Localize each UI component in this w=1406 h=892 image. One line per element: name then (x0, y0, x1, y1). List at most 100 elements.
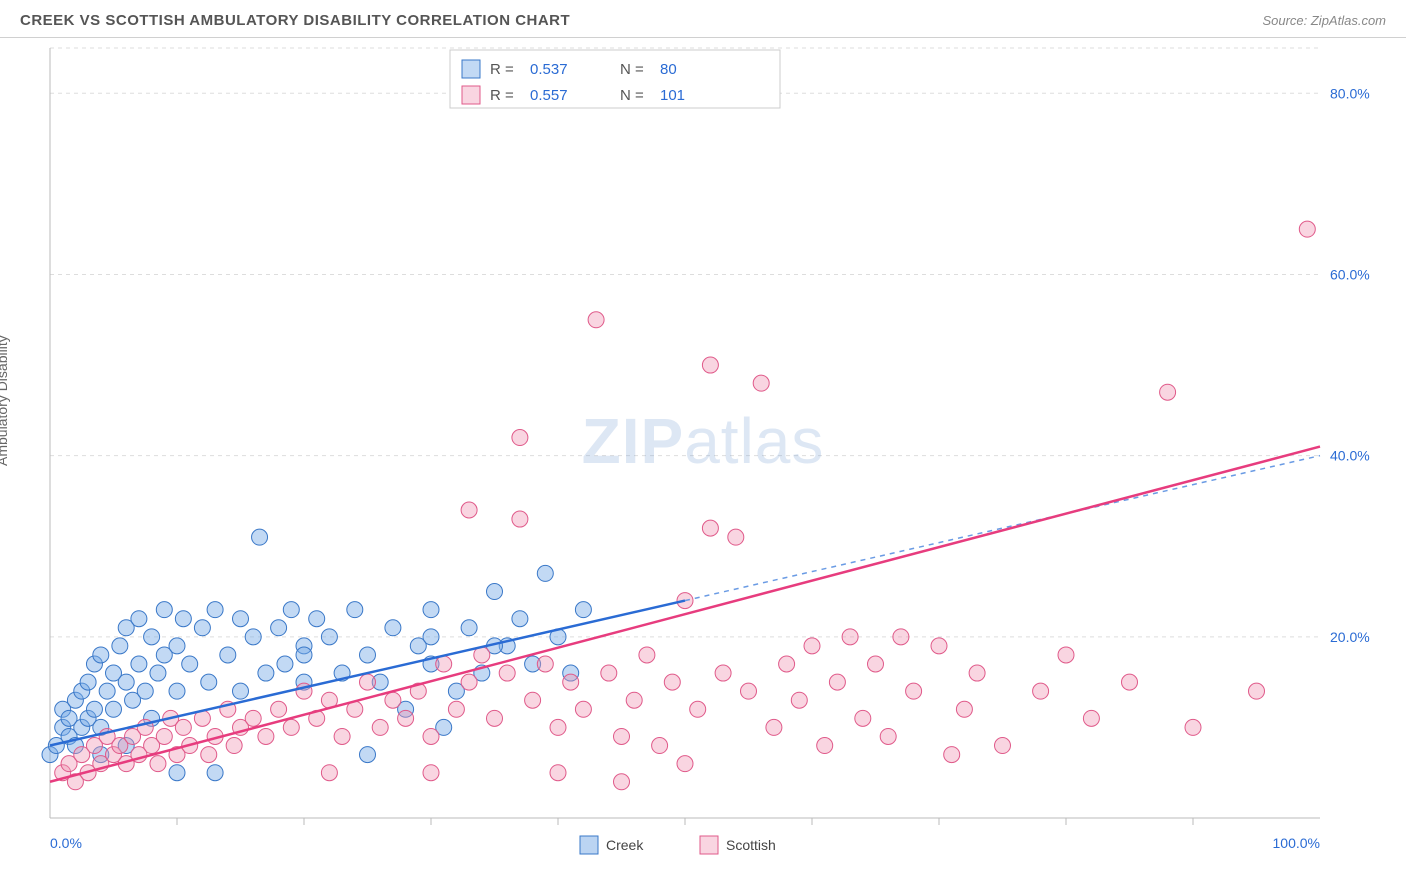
data-point (118, 674, 134, 690)
data-point (575, 602, 591, 618)
series-label: Creek (606, 837, 644, 853)
y-tick-label: 40.0% (1330, 448, 1370, 464)
data-point (588, 312, 604, 328)
data-point (537, 565, 553, 581)
trend-line-dashed (685, 456, 1320, 601)
data-point (1058, 647, 1074, 663)
data-point (137, 683, 153, 699)
data-point (423, 765, 439, 781)
legend-n-label: N = (620, 87, 644, 104)
data-point (360, 747, 376, 763)
data-point (169, 638, 185, 654)
data-point (817, 738, 833, 754)
data-point (1299, 221, 1315, 237)
data-point (156, 728, 172, 744)
data-point (226, 738, 242, 754)
data-point (664, 674, 680, 690)
data-point (258, 665, 274, 681)
data-point (423, 728, 439, 744)
legend-swatch (462, 60, 480, 78)
data-point (372, 719, 388, 735)
data-point (499, 665, 515, 681)
data-point (252, 529, 268, 545)
data-point (690, 701, 706, 717)
data-point (334, 728, 350, 744)
data-point (550, 765, 566, 781)
data-point (487, 710, 503, 726)
series-label: Scottish (726, 837, 776, 853)
data-point (626, 692, 642, 708)
data-point (360, 647, 376, 663)
data-point (1083, 710, 1099, 726)
data-point (639, 647, 655, 663)
data-point (245, 629, 261, 645)
data-point (741, 683, 757, 699)
chart-title: CREEK VS SCOTTISH AMBULATORY DISABILITY … (20, 12, 570, 29)
data-point (201, 674, 217, 690)
data-point (245, 710, 261, 726)
data-point (182, 656, 198, 672)
data-point (1122, 674, 1138, 690)
data-point (766, 719, 782, 735)
data-point (233, 683, 249, 699)
data-point (702, 357, 718, 373)
data-point (347, 602, 363, 618)
data-point (512, 511, 528, 527)
data-point (461, 620, 477, 636)
data-point (537, 656, 553, 672)
data-point (487, 584, 503, 600)
data-point (131, 611, 147, 627)
chart-header: CREEK VS SCOTTISH AMBULATORY DISABILITY … (0, 0, 1406, 38)
data-point (931, 638, 947, 654)
data-point (702, 520, 718, 536)
data-point (728, 529, 744, 545)
data-point (385, 692, 401, 708)
data-point (575, 701, 591, 717)
data-point (715, 665, 731, 681)
legend-n-label: N = (620, 61, 644, 78)
data-point (175, 611, 191, 627)
data-point (1249, 683, 1265, 699)
data-point (804, 638, 820, 654)
data-point (277, 656, 293, 672)
data-point (131, 656, 147, 672)
data-point (144, 629, 160, 645)
data-point (93, 647, 109, 663)
legend-n-value: 101 (660, 87, 685, 104)
data-point (956, 701, 972, 717)
legend-r-value: 0.557 (530, 87, 568, 104)
data-point (512, 430, 528, 446)
data-point (677, 756, 693, 772)
legend-r-label: R = (490, 61, 514, 78)
data-point (309, 611, 325, 627)
chart-container: Ambulatory Disability ZIPatlas 20.0%40.0… (0, 38, 1406, 878)
y-tick-label: 20.0% (1330, 629, 1370, 645)
data-point (436, 656, 452, 672)
data-point (283, 719, 299, 735)
data-point (258, 728, 274, 744)
data-point (868, 656, 884, 672)
data-point (175, 719, 191, 735)
data-point (271, 620, 287, 636)
data-point (880, 728, 896, 744)
data-point (80, 674, 96, 690)
data-point (614, 728, 630, 744)
data-point (150, 665, 166, 681)
data-point (1185, 719, 1201, 735)
data-point (601, 665, 617, 681)
data-point (906, 683, 922, 699)
data-point (201, 747, 217, 763)
data-point (194, 620, 210, 636)
data-point (969, 665, 985, 681)
data-point (112, 638, 128, 654)
x-origin-label: 0.0% (50, 835, 82, 851)
data-point (1160, 384, 1176, 400)
data-point (779, 656, 795, 672)
legend-r-value: 0.537 (530, 61, 568, 78)
data-point (944, 747, 960, 763)
data-point (525, 692, 541, 708)
data-point (321, 629, 337, 645)
data-point (652, 738, 668, 754)
series-swatch (700, 836, 718, 854)
data-point (842, 629, 858, 645)
